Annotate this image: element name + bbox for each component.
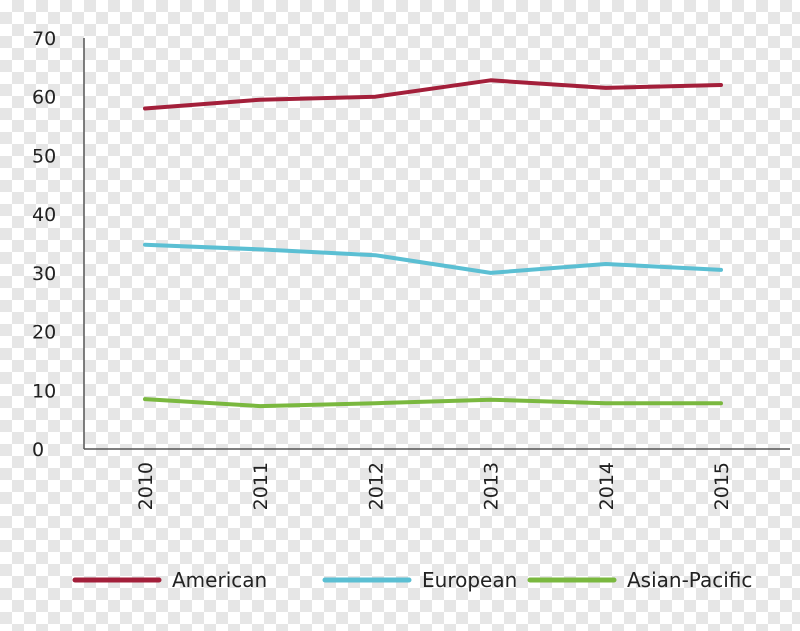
x-tick-label: 2014: [596, 462, 618, 510]
series-line-american: [143, 78, 723, 111]
y-tick-labels: 0 10 20 30 40 50 60 70: [32, 28, 56, 461]
y-tick-label: 10: [32, 380, 56, 402]
legend: American European Asian-Pacific: [72, 568, 752, 592]
series-line-european: [143, 242, 723, 275]
legend-label-asian-pacific: Asian-Pacific: [627, 568, 752, 592]
x-tick-label: 2010: [135, 462, 157, 510]
x-tick-labels: 2010 2011 2012 2013 2014 2015: [135, 462, 733, 510]
chart-axes: [83, 38, 790, 450]
y-tick-label: 50: [32, 145, 56, 167]
x-tick-label: 2011: [250, 462, 272, 510]
legend-label-american: American: [172, 568, 267, 592]
legend-label-european: European: [422, 568, 517, 592]
series-line-asian-pacific: [143, 397, 723, 409]
y-tick-label: 70: [32, 28, 56, 50]
y-tick-label: 40: [32, 204, 56, 226]
y-tick-label: 0: [32, 439, 44, 461]
y-tick-label: 30: [32, 263, 56, 285]
x-tick-label: 2015: [711, 462, 733, 510]
series-lines: [143, 78, 723, 409]
y-tick-label: 20: [32, 322, 56, 344]
x-tick-label: 2013: [481, 462, 503, 510]
y-tick-label: 60: [32, 87, 56, 109]
x-tick-label: 2012: [365, 462, 387, 510]
